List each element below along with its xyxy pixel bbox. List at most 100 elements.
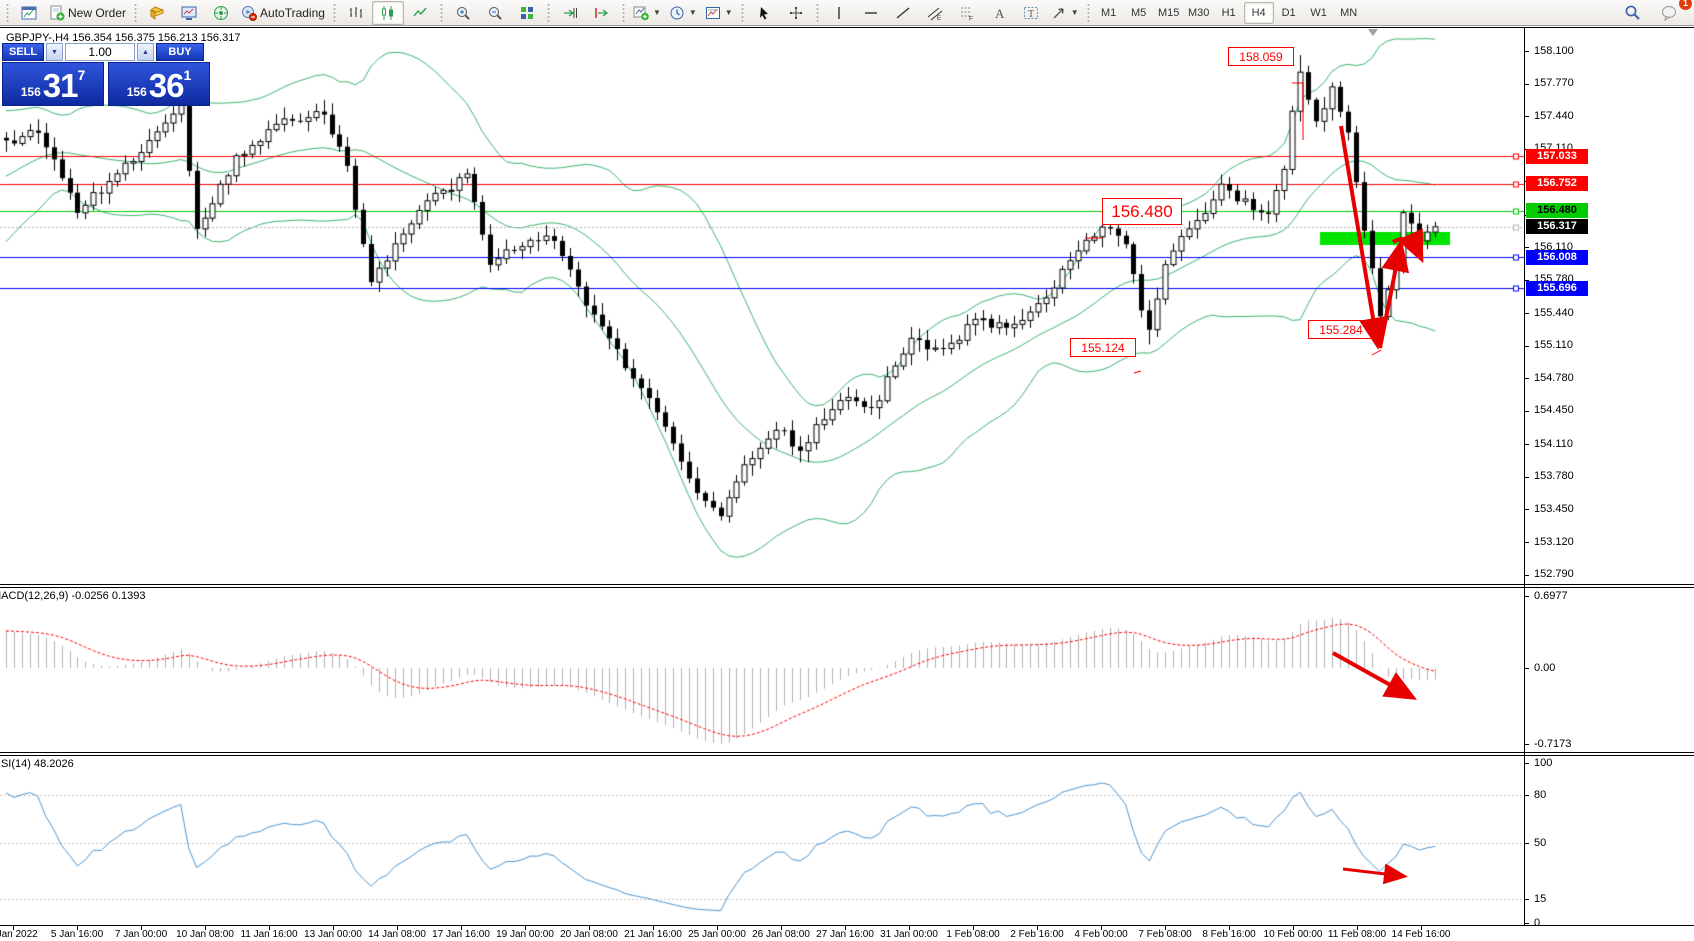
time-label: 8 Feb 16:00 — [1202, 929, 1256, 940]
time-label: 14 Jan 08:00 — [368, 929, 426, 940]
price-tick-label: 154.450 — [1534, 404, 1574, 417]
time-tick-mark — [1101, 926, 1102, 930]
navigator-button[interactable] — [205, 1, 237, 25]
timeframe-mn-button[interactable]: MN — [1340, 6, 1358, 19]
new-order-label: New Order — [68, 5, 127, 20]
toolbar-group-grip[interactable] — [438, 3, 444, 22]
text-label-button[interactable]: T — [1015, 1, 1047, 25]
buy-price-figure: 156 — [126, 85, 147, 99]
timeframe-m1-button[interactable]: M1 — [1101, 6, 1117, 19]
profiles-button[interactable] — [141, 1, 173, 25]
macd-panel-separator2 — [0, 587, 1694, 588]
volume-input[interactable] — [65, 43, 135, 61]
chart-shift-marker[interactable] — [1368, 29, 1378, 36]
macd-panel-separator[interactable] — [0, 584, 1694, 585]
sell-quote[interactable]: 156 31 7 — [2, 62, 104, 106]
toolbar-group-grip[interactable] — [1085, 3, 1091, 22]
autotrading-button[interactable]: AutoTrading — [237, 1, 329, 25]
timeframe-m5-button[interactable]: M5 — [1131, 6, 1147, 19]
buy-button[interactable]: BUY — [156, 43, 204, 61]
equidistant-channel-button[interactable]: E — [919, 1, 951, 25]
level-price-label[interactable]: 156.480 — [1102, 198, 1182, 225]
timeframe-d1-button[interactable]: D1 — [1281, 6, 1296, 19]
time-label: 2 Feb 16:00 — [1010, 929, 1064, 940]
chart-window-button[interactable] — [13, 1, 45, 25]
timeframe-m15-button[interactable]: M15 — [1157, 6, 1180, 19]
zoom-in-button[interactable] — [447, 1, 479, 25]
templates-button[interactable]: ▼ — [701, 1, 737, 25]
price-tick-mark — [1524, 444, 1529, 445]
toolbar-group-grip[interactable] — [814, 3, 820, 22]
auto-scroll-button[interactable] — [554, 1, 586, 25]
low2-price-label[interactable]: 155.284 — [1308, 320, 1374, 339]
rsi-axis-label: 0 — [1534, 916, 1541, 929]
arrows-tool-button[interactable]: ▼ — [1047, 1, 1083, 25]
buy-quote[interactable]: 156 36 1 — [108, 62, 210, 106]
toolbar-group-grip[interactable] — [739, 3, 745, 22]
toolbar: New Order AutoTrading ▼ ▼ ▼ E F A T ▼ M1 M5 M15 M30 H1… — [0, 0, 1694, 26]
time-label: 25 Jan 00:00 — [688, 929, 746, 940]
periods-button[interactable]: ▼ — [665, 1, 701, 25]
vertical-line-button[interactable] — [823, 1, 855, 25]
crosshair-button[interactable] — [780, 1, 812, 25]
time-tick-mark — [909, 926, 910, 930]
time-tick-mark — [1037, 926, 1038, 930]
toolbar-group-grip[interactable] — [331, 3, 337, 22]
price-tick-mark — [1524, 116, 1529, 117]
time-label: 14 Feb 16:00 — [1391, 929, 1451, 940]
notifications-button[interactable]: 1 — [1654, 0, 1692, 25]
price-tick-mark — [1524, 84, 1529, 85]
low1-price-label[interactable]: 155.124 — [1070, 338, 1136, 357]
rsi-tick-mark — [1524, 899, 1529, 900]
market-watch-button[interactable] — [173, 1, 205, 25]
new-order-button[interactable]: New Order — [45, 1, 130, 25]
time-axis[interactable]: 3 Jan 2022 5 Jan 16:00 7 Jan 00:00 10 Jan 0… — [0, 926, 1694, 941]
timeframe-w1-button[interactable]: W1 — [1310, 6, 1327, 19]
text-button[interactable]: A — [983, 1, 1015, 25]
time-tick-mark — [845, 926, 846, 930]
price-tick-mark — [1524, 509, 1529, 510]
price-tick-label: 154.110 — [1534, 437, 1573, 450]
chart-candles-button[interactable] — [371, 0, 404, 25]
time-tick-mark — [333, 926, 334, 930]
toolbar-group-grip[interactable] — [133, 3, 139, 22]
zoom-out-button[interactable] — [479, 1, 511, 25]
timeframe-h4-button[interactable]: H4 — [1243, 1, 1274, 24]
price-tick-label: 155.440 — [1534, 306, 1574, 319]
buy-price-pip: 1 — [183, 67, 192, 83]
sell-price-figure: 156 — [20, 85, 41, 99]
search-button[interactable] — [1616, 1, 1648, 25]
time-tick-mark — [269, 926, 270, 930]
chart-canvas[interactable] — [0, 28, 1524, 926]
time-tick-mark — [589, 926, 590, 930]
chart-bars-button[interactable] — [340, 1, 372, 25]
indicators-button[interactable]: ▼ — [629, 1, 665, 25]
horizontal-line-button[interactable] — [855, 1, 887, 25]
timeframe-m30-button[interactable]: M30 — [1187, 6, 1210, 19]
rsi-axis-label: 80 — [1534, 788, 1547, 801]
rsi-tick-mark — [1524, 843, 1529, 844]
price-tag-156.752: 156.752 — [1526, 176, 1588, 192]
chart-line-button[interactable] — [404, 1, 436, 25]
toolbar-group-grip[interactable] — [545, 3, 551, 22]
svg-text:T: T — [1028, 9, 1034, 20]
high-price-label[interactable]: 158.059 — [1228, 47, 1294, 66]
toolbar-group-grip[interactable] — [5, 3, 10, 22]
rsi-panel-separator2 — [0, 755, 1694, 756]
time-label: 1 Feb 08:00 — [946, 929, 1000, 940]
tile-windows-button[interactable] — [511, 1, 543, 25]
sell-button[interactable]: SELL — [2, 43, 44, 61]
fibonacci-button[interactable]: F — [951, 1, 983, 25]
toolbar-group-grip[interactable] — [620, 3, 626, 22]
cursor-button[interactable] — [748, 1, 780, 25]
timeframe-h1-button[interactable]: H1 — [1221, 6, 1236, 19]
time-tick-mark — [77, 926, 78, 930]
trendline-button[interactable] — [887, 1, 919, 25]
rsi-panel-separator[interactable] — [0, 752, 1694, 753]
time-label: 5 Jan 16:00 — [50, 929, 104, 940]
chart-shift-button[interactable] — [586, 1, 618, 25]
time-label: 13 Jan 00:00 — [304, 929, 362, 940]
volume-increase-button[interactable]: ▲ — [137, 43, 154, 61]
time-label: 4 Feb 00:00 — [1074, 929, 1128, 940]
volume-decrease-button[interactable]: ▼ — [46, 43, 63, 61]
